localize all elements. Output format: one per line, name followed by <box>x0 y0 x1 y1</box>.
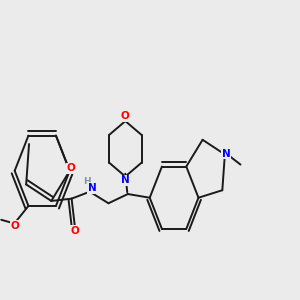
Text: N: N <box>121 175 130 185</box>
Text: H: H <box>83 177 91 186</box>
Text: O: O <box>70 226 79 236</box>
Text: N: N <box>88 183 97 193</box>
Text: O: O <box>11 221 20 231</box>
Text: N: N <box>222 148 230 158</box>
Text: O: O <box>121 112 130 122</box>
Text: O: O <box>67 164 76 173</box>
